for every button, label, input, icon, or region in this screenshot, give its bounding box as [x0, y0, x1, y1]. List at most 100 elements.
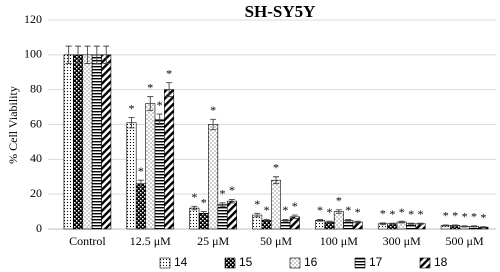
error-bar [103, 45, 110, 64]
error-bar [282, 218, 289, 222]
significance-marker: * [418, 207, 424, 221]
legend-swatch [354, 257, 366, 269]
error-bar [75, 45, 82, 64]
error-bar [291, 214, 298, 219]
bar [198, 213, 209, 230]
error-bar [442, 224, 449, 227]
significance-marker: * [389, 207, 395, 221]
legend-label: 18 [434, 255, 448, 269]
error-bar [210, 118, 217, 131]
significance-marker: * [292, 199, 298, 213]
error-bar [93, 45, 100, 64]
bar [126, 122, 137, 230]
error-bar [191, 205, 198, 211]
bar [145, 103, 156, 230]
significance-marker: * [264, 203, 270, 217]
y-tick-label: 80 [30, 81, 42, 95]
significance-marker: * [326, 205, 332, 219]
y-tick-label: 60 [30, 116, 42, 130]
significance-marker: * [201, 195, 207, 209]
bar [154, 118, 165, 230]
significance-marker: * [273, 161, 279, 175]
significance-marker: * [128, 101, 134, 115]
legend-label: 16 [304, 255, 318, 269]
legend-label: 17 [369, 255, 383, 269]
legend-label: 15 [239, 255, 253, 269]
y-tick-label: 100 [24, 47, 42, 61]
error-bar [417, 222, 424, 225]
legend-swatch [159, 257, 171, 269]
significance-marker: * [138, 164, 144, 178]
legend-swatch [289, 257, 301, 269]
significance-marker: * [399, 205, 405, 219]
x-tick-label: 100 μM [320, 234, 358, 248]
error-bar [147, 96, 154, 112]
significance-marker: * [443, 209, 449, 223]
error-bar [219, 202, 226, 207]
significance-marker: * [317, 203, 323, 217]
bar [73, 54, 84, 230]
error-bar [452, 224, 459, 227]
error-bar [137, 179, 144, 188]
error-bar [65, 45, 72, 64]
significance-marker: * [452, 209, 458, 223]
bar [135, 183, 146, 230]
error-bar [317, 218, 324, 222]
significance-marker: * [157, 98, 163, 112]
y-tick-label: 0 [36, 221, 42, 235]
significance-marker: * [282, 203, 288, 217]
significance-marker: * [220, 187, 226, 201]
error-bar [354, 220, 361, 224]
bar [189, 207, 200, 230]
error-bar [254, 212, 261, 218]
error-bar [326, 220, 333, 224]
error-bar [273, 176, 279, 185]
significance-marker: * [229, 183, 235, 197]
significance-marker: * [166, 66, 172, 80]
legend-label: 14 [174, 255, 188, 269]
significance-marker: * [380, 207, 386, 221]
chart-title: SH-SY5Y [245, 2, 316, 21]
legend-swatch [224, 257, 236, 269]
bar [217, 204, 228, 230]
error-bar [398, 220, 405, 224]
bar [91, 54, 102, 230]
error-bar [461, 225, 468, 228]
error-bar [228, 198, 235, 204]
y-tick-label: 20 [30, 186, 42, 200]
x-tick-label: 12.5 μM [130, 234, 171, 248]
significance-marker: * [147, 80, 153, 94]
error-bar [128, 117, 135, 129]
x-tick-label: Control [69, 234, 106, 248]
x-tick-label: 25 μM [197, 234, 229, 248]
x-tick-label: 500 μM [446, 234, 484, 248]
bar [82, 54, 93, 230]
y-tick-label: 120 [24, 12, 42, 26]
x-tick-label: 50 μM [260, 234, 292, 248]
significance-marker: * [254, 197, 260, 211]
error-bar [480, 226, 487, 229]
significance-marker: * [191, 190, 197, 204]
y-axis-label: % Cell Viability [6, 86, 20, 164]
y-tick-label: 40 [30, 151, 42, 165]
bar [63, 54, 74, 230]
error-bar [335, 209, 342, 214]
bar [270, 179, 281, 230]
significance-marker: * [355, 205, 361, 219]
error-bar [345, 218, 352, 222]
significance-marker: * [480, 210, 486, 224]
bar [208, 124, 219, 230]
error-bar [84, 45, 91, 64]
error-bar [379, 222, 386, 226]
error-bar [156, 113, 163, 125]
significance-marker: * [408, 207, 414, 221]
significance-marker: * [336, 194, 342, 208]
x-tick-label: 300 μM [383, 234, 421, 248]
error-bar [200, 211, 207, 216]
significance-marker: * [210, 103, 216, 117]
error-bar [389, 222, 396, 225]
error-bar [470, 225, 477, 228]
error-bar [408, 222, 415, 225]
significance-marker: * [345, 203, 351, 217]
